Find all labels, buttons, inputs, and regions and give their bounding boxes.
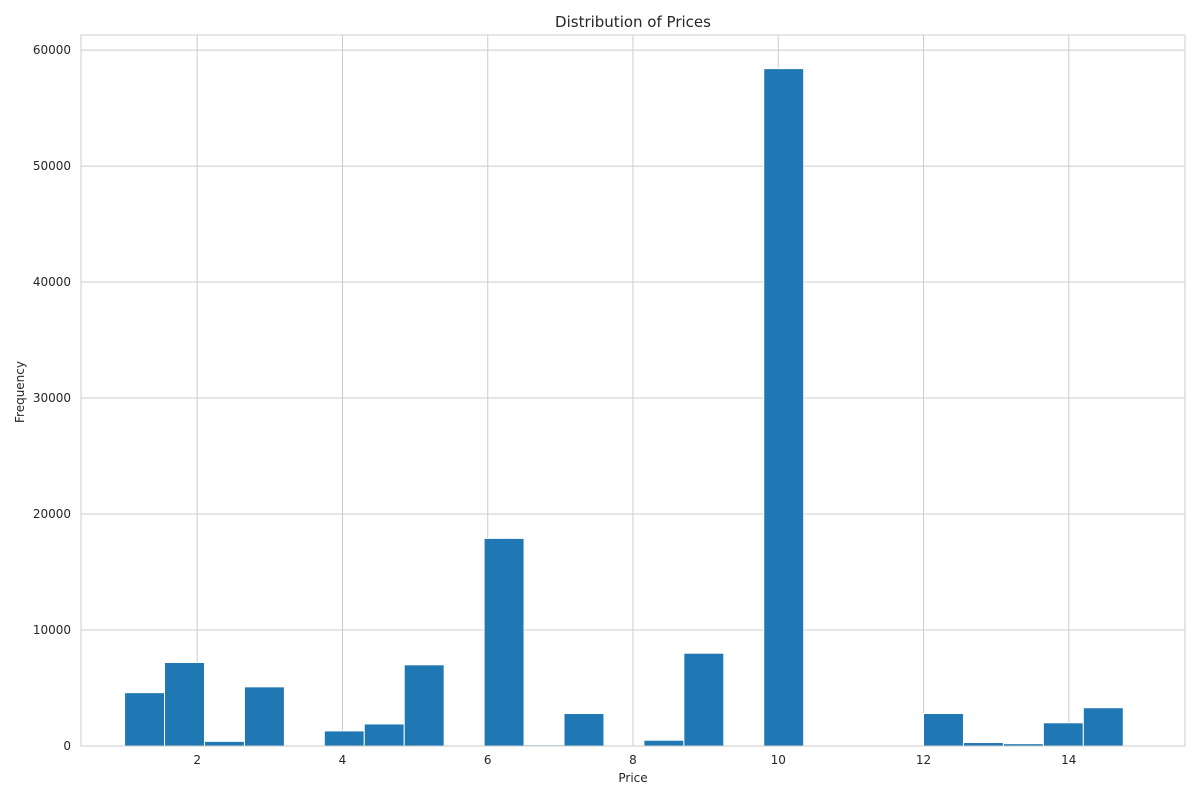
chart-title: Distribution of Prices: [555, 13, 711, 31]
histogram-bar: [563, 713, 605, 747]
x-tick-label: 2: [193, 753, 201, 767]
histogram-bar: [403, 664, 445, 747]
histogram-bar: [363, 723, 405, 747]
x-tick-label: 6: [484, 753, 492, 767]
y-tick-label: 40000: [33, 275, 71, 289]
histogram-bar: [243, 686, 285, 747]
grid-lines: [81, 35, 1185, 747]
x-tick-labels: 2 4 6 8 10 12 14: [193, 753, 1076, 767]
histogram-bar: [923, 713, 964, 747]
histogram-bar: [164, 661, 205, 747]
y-tick-label: 20000: [33, 507, 71, 521]
y-tick-label: 0: [63, 739, 71, 753]
histogram-bar: [643, 739, 685, 747]
histogram-bar: [962, 742, 1004, 747]
histogram-bar: [763, 68, 805, 747]
y-tick-label: 50000: [33, 159, 71, 173]
y-tick-label: 30000: [33, 391, 71, 405]
x-tick-label: 10: [771, 753, 786, 767]
bars: [124, 68, 1124, 747]
x-tick-label: 12: [916, 753, 931, 767]
x-tick-label: 14: [1061, 753, 1076, 767]
x-tick-label: 8: [629, 753, 637, 767]
histogram-bar: [124, 692, 166, 747]
histogram-bar: [483, 537, 525, 747]
histogram-bar: [1082, 707, 1124, 747]
histogram-bar: [323, 730, 365, 747]
plot-frame: [80, 34, 1186, 747]
y-axis-label: Frequency: [13, 361, 27, 423]
y-tick-label: 10000: [33, 623, 71, 637]
histogram-bar: [1042, 722, 1084, 747]
x-axis-label: Price: [618, 771, 647, 785]
y-tick-label: 60000: [33, 43, 71, 57]
histogram-bar: [203, 740, 245, 747]
histogram-bar: [683, 652, 725, 747]
x-tick-label: 4: [339, 753, 347, 767]
y-tick-labels: 0 10000 20000 30000 40000 50000 60000: [33, 43, 71, 753]
